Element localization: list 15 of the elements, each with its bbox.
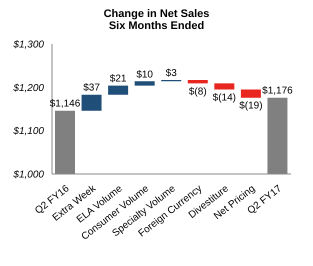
y-tick-label: $1,200 (12, 82, 44, 94)
y-tick-label: $1,300 (12, 40, 44, 51)
chart-title: Change in Net Sales (102, 8, 210, 20)
data-label: $3 (166, 68, 178, 79)
data-label: $10 (136, 69, 154, 80)
data-label: $37 (83, 82, 100, 94)
data-label: $21 (110, 74, 127, 85)
chart-subtitle: Six Months Ended (108, 20, 206, 32)
data-label: $1,146 (50, 98, 81, 110)
data-label: $1,176 (262, 86, 294, 97)
data-label: $(8) (188, 86, 207, 98)
data-label: $(19) (239, 100, 263, 112)
y-tick-label: $1,100 (12, 126, 44, 138)
y-tick-label: $1,000 (12, 170, 44, 181)
data-label: $(14) (212, 92, 236, 104)
